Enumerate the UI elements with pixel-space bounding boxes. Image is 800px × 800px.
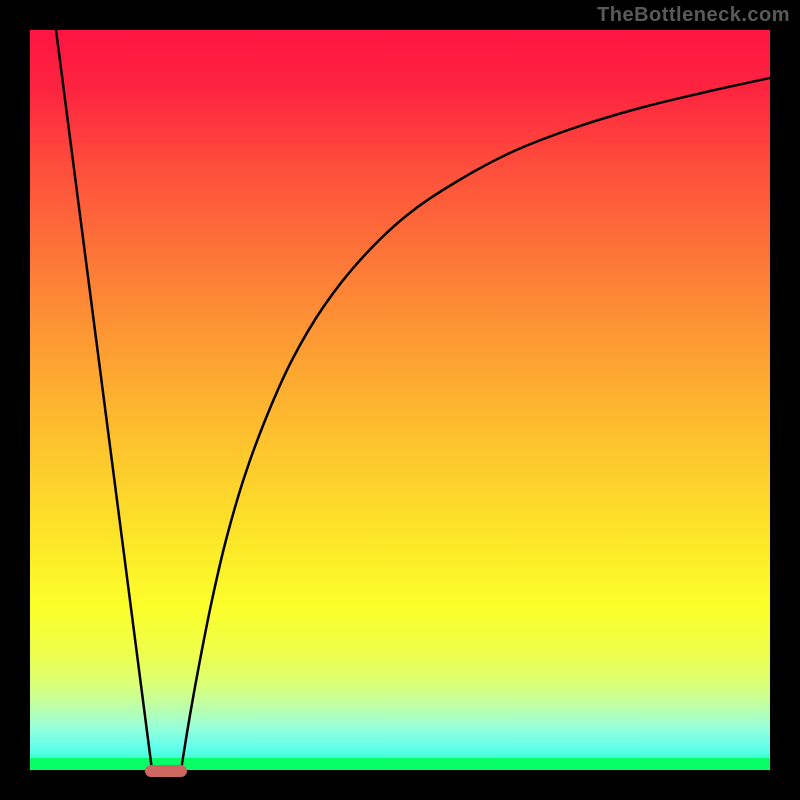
green-bottom-band	[30, 758, 770, 770]
watermark-text: TheBottleneck.com	[597, 4, 790, 27]
chart-svg	[0, 0, 800, 800]
optimal-marker	[145, 765, 187, 777]
chart-container: TheBottleneck.com	[0, 0, 800, 800]
plot-background	[30, 30, 770, 770]
